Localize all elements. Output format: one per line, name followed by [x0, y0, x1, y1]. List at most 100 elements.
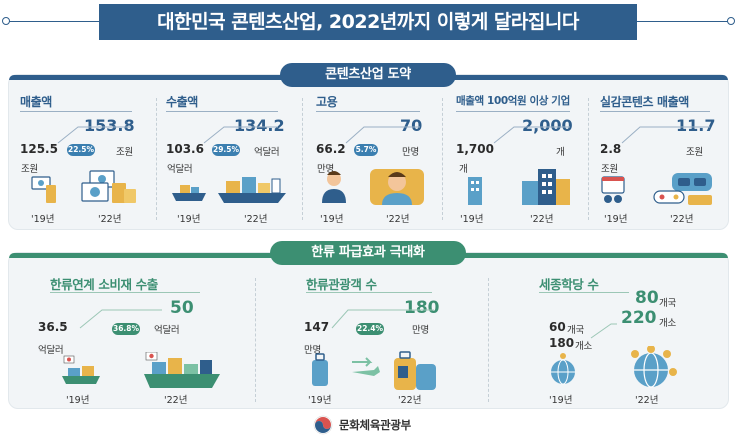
new-value: 11.7: [676, 116, 716, 135]
card-divider: [442, 98, 443, 220]
old-year: '19년: [177, 214, 201, 225]
card-large-companies: 매출액 100억원 이상 기업 2,000 1,700 개 개 '19년 '22…: [456, 93, 580, 225]
card-divider: [156, 98, 157, 220]
new-unit: 만명: [412, 325, 429, 336]
ministry-name: 문화체육관광부: [339, 418, 411, 432]
old-year: '19년: [604, 214, 628, 225]
card-title-rule: [316, 111, 420, 112]
old-unit: 개소: [575, 341, 592, 352]
card-exports: 수출액 134.2 103.6 29.5% 억달러 억달러 '19년 '22년: [166, 93, 294, 225]
old-count-unit: 개국: [567, 325, 584, 336]
page-title: 대한민국 콘텐츠산업, 2022년까지 이렇게 달라집니다: [99, 4, 637, 40]
card-employment: 고용 70 66.2 5.7% 만명 만명 '19년 '22년: [316, 93, 434, 225]
section-label-content-industry: 콘텐츠산업 도약: [280, 63, 456, 87]
new-year: '22년: [244, 214, 268, 225]
new-unit: 조원: [116, 147, 133, 158]
new-year: '22년: [98, 214, 122, 225]
new-unit: 개소: [659, 318, 676, 329]
growth-badge: 22.5%: [67, 144, 95, 156]
old-year: '19년: [66, 395, 90, 406]
old-value: 1,700: [456, 142, 494, 156]
card-immersive-content: 실감콘텐츠 매출액 11.7 2.8 조원 조원 '19년 '22년: [600, 93, 720, 225]
trend-line: [345, 126, 420, 144]
export-ship-icon: [62, 352, 220, 388]
new-value: 70: [400, 116, 423, 135]
old-year: '19년: [308, 395, 332, 406]
old-year: '19년: [320, 214, 344, 225]
card-title: 수출액: [166, 95, 198, 109]
money-icon: [31, 170, 136, 203]
new-value: 134.2: [234, 116, 285, 135]
new-year: '22년: [386, 214, 410, 225]
new-unit: 만명: [402, 147, 419, 158]
new-year: '22년: [670, 214, 694, 225]
old-unit: 개: [459, 164, 468, 175]
old-year: '19년: [549, 395, 573, 406]
card-tourists: 한류관광객 수 180 147 22.4% 만명 만명 '19년 '22년: [298, 274, 448, 406]
trend-line: [621, 126, 710, 144]
card-sejong-institutes: 세종학당 수 80 개국 220 개소 60 개국 180 개소 '19년 '2…: [535, 274, 695, 406]
growth-badge: 29.5%: [212, 144, 240, 156]
new-year: '22년: [635, 395, 659, 406]
old-year: '19년: [460, 214, 484, 225]
globe-icon: [551, 346, 677, 388]
old-value: 103.6: [166, 142, 204, 156]
ministry-emblem-icon: [313, 415, 333, 435]
old-value: 147: [304, 320, 330, 334]
card-title-rule: [20, 111, 132, 112]
new-value: 153.8: [84, 116, 135, 135]
new-value: 220: [621, 308, 657, 328]
old-unit: 억달러: [38, 345, 64, 356]
old-unit: 조원: [21, 164, 38, 175]
old-unit: 만명: [317, 164, 334, 175]
trend-line: [331, 309, 434, 329]
card-revenue: 매출액 153.8 125.5 22.5% 조원 조원 '19년 '22년: [20, 93, 148, 225]
trend-line: [590, 323, 617, 339]
growth-badge: 5.7%: [354, 144, 378, 156]
vr-headset-icon: [601, 173, 712, 205]
new-year: '22년: [530, 214, 554, 225]
building-icon: [468, 169, 570, 205]
card-title-rule: [166, 111, 278, 112]
old-value: 125.5: [20, 142, 58, 156]
footer: 문화체육관광부: [313, 414, 411, 436]
old-value: 2.8: [600, 142, 622, 156]
suitcase-icon: [312, 351, 436, 390]
cargo-ship-icon: [172, 177, 286, 203]
new-value: 180: [404, 298, 440, 318]
trend-line: [203, 126, 278, 144]
title-dot-left: [2, 17, 10, 25]
growth-badge: 36.8%: [112, 323, 140, 335]
card-title-rule: [50, 292, 200, 293]
card-title-rule: [600, 111, 710, 112]
card-title-rule: [456, 111, 570, 112]
title-banner: 대한민국 콘텐츠산업, 2022년까지 이렇게 달라집니다: [0, 4, 737, 40]
card-divider: [255, 278, 256, 402]
card-divider: [488, 278, 489, 402]
card-title: 고용: [316, 95, 338, 109]
trend-line: [493, 126, 570, 144]
old-value: 66.2: [316, 142, 346, 156]
new-unit: 개: [556, 147, 565, 158]
title-dot-right: [727, 17, 735, 25]
card-consumer-exports: 한류연계 소비재 수출 50 36.5 36.8% 억달러 억달러 '19년 '…: [34, 274, 230, 406]
card-title-rule: [306, 292, 432, 293]
title-rule-right: [637, 21, 729, 22]
new-count: 80: [635, 288, 659, 308]
new-year: '22년: [398, 395, 422, 406]
growth-badge: 22.4%: [356, 323, 384, 335]
new-value: 2,000: [522, 116, 573, 135]
trend-line: [57, 126, 130, 144]
old-unit: 조원: [601, 164, 618, 175]
new-unit: 억달러: [254, 147, 280, 158]
old-unit: 만명: [304, 345, 321, 356]
card-title: 한류관광객 수: [306, 277, 377, 292]
card-title-rule: [539, 292, 629, 293]
card-title: 매출액: [20, 95, 52, 109]
section-label-hallyu-impact: 한류 파급효과 극대화: [270, 241, 466, 265]
card-divider: [588, 98, 589, 220]
new-value: 50: [170, 298, 194, 318]
card-title: 실감콘텐츠 매출액: [600, 95, 689, 109]
card-title: 세종학당 수: [539, 277, 599, 292]
card-title: 매출액 100억원 이상 기업: [456, 95, 570, 107]
